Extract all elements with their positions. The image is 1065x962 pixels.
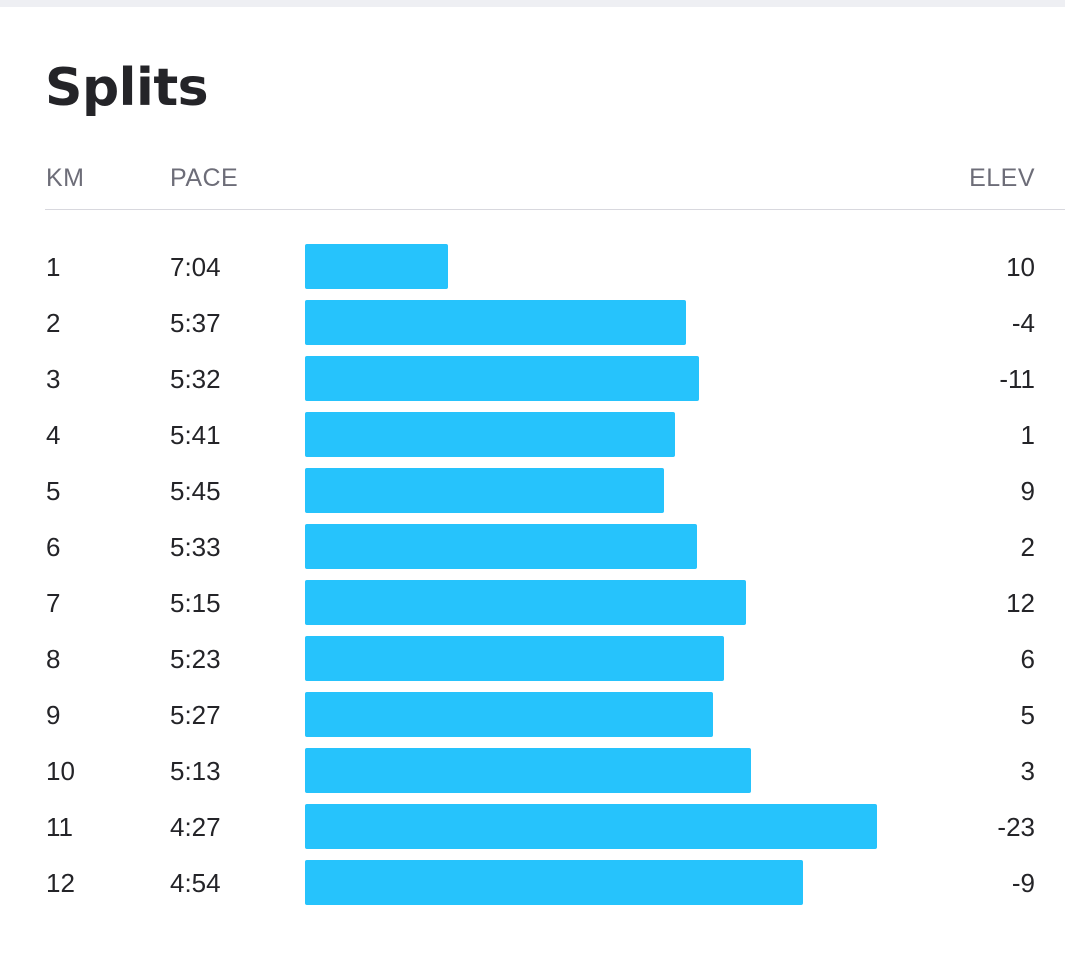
split-row: 7 5:15 12 (0, 580, 1065, 636)
split-elevation: -11 (999, 364, 1035, 394)
split-pace: 5:32 (170, 364, 221, 394)
split-pace-bar (305, 580, 746, 625)
split-row: 11 4:27 -23 (0, 804, 1065, 860)
split-pace: 5:41 (170, 420, 221, 450)
split-row: 8 5:23 6 (0, 636, 1065, 692)
split-km: 1 (46, 252, 61, 282)
split-pace-bar (305, 860, 803, 905)
split-elevation: -9 (1011, 868, 1035, 898)
split-pace: 5:23 (170, 644, 221, 674)
split-row: 1 7:04 10 (0, 244, 1065, 300)
split-elevation: -4 (1011, 308, 1035, 338)
split-row: 4 5:41 1 (0, 412, 1065, 468)
split-row: 5 5:45 9 (0, 468, 1065, 524)
split-pace: 5:15 (170, 588, 221, 618)
split-pace: 7:04 (170, 252, 221, 282)
split-elevation: 12 (1006, 588, 1035, 618)
split-elevation: 3 (1020, 756, 1035, 786)
split-km: 9 (46, 700, 61, 730)
split-elevation: 9 (1020, 476, 1035, 506)
split-km: 10 (46, 756, 75, 786)
split-elevation: 6 (1020, 644, 1035, 674)
split-pace: 4:54 (170, 868, 221, 898)
split-pace: 5:13 (170, 756, 221, 786)
split-km: 12 (46, 868, 75, 898)
split-pace: 5:45 (170, 476, 221, 506)
split-elevation: 10 (1006, 252, 1035, 282)
split-pace-bar (305, 300, 686, 345)
split-pace-bar (305, 804, 877, 849)
split-km: 3 (46, 364, 61, 394)
top-divider-strip (0, 0, 1065, 7)
column-header-elev: ELEV (969, 164, 1035, 192)
split-row: 2 5:37 -4 (0, 300, 1065, 356)
split-pace-bar (305, 356, 699, 401)
split-pace-bar (305, 524, 697, 569)
column-header-km: KM (46, 164, 85, 192)
split-pace-bar (305, 636, 724, 681)
split-pace-bar (305, 748, 751, 793)
split-row: 12 4:54 -9 (0, 860, 1065, 916)
split-pace-bar (305, 244, 448, 289)
split-km: 4 (46, 420, 61, 450)
split-km: 7 (46, 588, 61, 618)
splits-list: 1 7:04 10 2 5:37 -4 3 5:32 -11 4 5:41 1 5 5:45 9 6 5:33 2… (0, 244, 1065, 916)
split-km: 8 (46, 644, 61, 674)
split-row: 10 5:13 3 (0, 748, 1065, 804)
split-pace: 5:27 (170, 700, 221, 730)
split-elevation: 1 (1020, 420, 1035, 450)
split-pace: 5:37 (170, 308, 221, 338)
split-row: 6 5:33 2 (0, 524, 1065, 580)
split-elevation: -23 (997, 812, 1035, 842)
split-km: 5 (46, 476, 61, 506)
split-pace-bar (305, 412, 675, 457)
split-pace: 5:33 (170, 532, 221, 562)
split-km: 2 (46, 308, 61, 338)
split-elevation: 5 (1020, 700, 1035, 730)
split-km: 6 (46, 532, 61, 562)
split-pace-bar (305, 692, 713, 737)
column-header-pace: PACE (170, 164, 239, 192)
header-divider (45, 209, 1065, 210)
split-pace: 4:27 (170, 812, 221, 842)
split-row: 3 5:32 -11 (0, 356, 1065, 412)
split-pace-bar (305, 468, 664, 513)
split-elevation: 2 (1020, 532, 1035, 562)
split-km: 11 (46, 812, 73, 842)
page-title: Splits (45, 58, 209, 118)
split-row: 9 5:27 5 (0, 692, 1065, 748)
